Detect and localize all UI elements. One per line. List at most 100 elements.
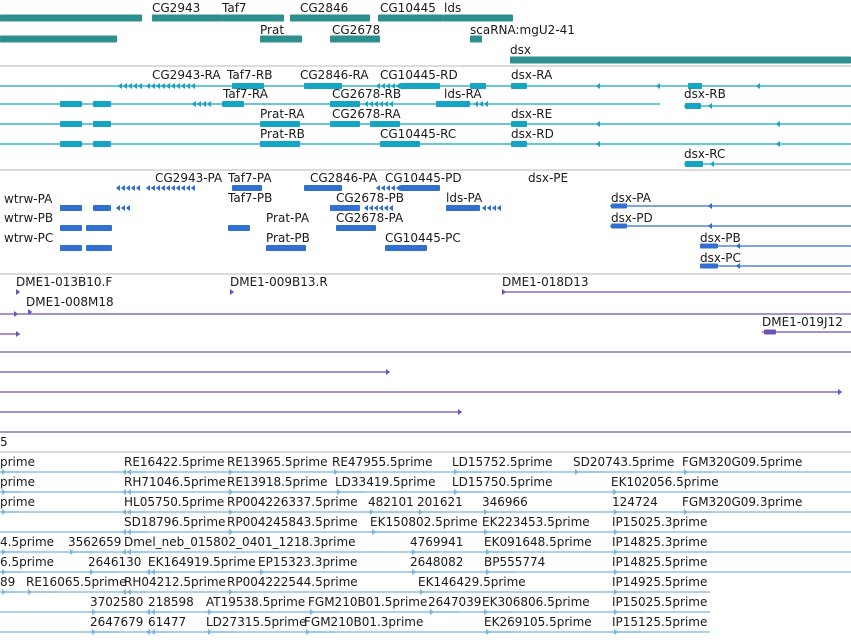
feature-box[interactable] (380, 141, 420, 147)
feature-box[interactable] (60, 225, 82, 231)
est-label: 4.5prime (0, 535, 54, 549)
strand-arrow-right (14, 311, 19, 317)
strand-arrow-right (484, 609, 489, 615)
strand-arrow-left (388, 205, 393, 211)
strand-arrow-right (838, 389, 843, 395)
feature-box[interactable] (93, 121, 111, 127)
feature-box[interactable] (86, 245, 112, 251)
feature-box[interactable] (93, 205, 111, 211)
gene-span[interactable] (290, 14, 370, 22)
gene-span[interactable] (222, 14, 284, 22)
mrna-label: CG2678-RB (332, 87, 401, 101)
feature-box[interactable] (685, 103, 701, 109)
feature-box[interactable] (304, 83, 342, 89)
strand-arrow-left (190, 83, 195, 89)
strand-arrow-left (378, 205, 383, 211)
feature-box[interactable] (60, 101, 82, 107)
protein-label: wtrw-PC (4, 231, 53, 245)
feature-box[interactable] (232, 83, 264, 89)
feature-box[interactable] (400, 83, 440, 89)
feature-box[interactable] (336, 225, 376, 231)
est-label: EK102056.5prime (611, 475, 719, 489)
feature-box[interactable] (400, 185, 440, 191)
gene-span[interactable] (510, 56, 851, 64)
feature-box[interactable] (60, 121, 82, 127)
strand-arrow-left (390, 185, 395, 191)
feature-box[interactable] (60, 205, 82, 211)
feature-box[interactable] (470, 83, 486, 89)
strand-arrow-left (395, 185, 400, 191)
est-label: 6.5prime (0, 555, 54, 569)
gene-span[interactable] (443, 14, 513, 22)
clone-label-clipped: 5 (0, 435, 8, 449)
feature-box[interactable] (222, 101, 244, 107)
strand-arrow-right (484, 509, 489, 515)
feature-box[interactable] (700, 263, 718, 269)
feature-box[interactable] (60, 245, 82, 251)
gene-label-lds: lds (444, 1, 461, 15)
feature-box[interactable] (86, 225, 112, 231)
gene-span[interactable] (0, 35, 117, 43)
feature-box[interactable] (436, 101, 470, 107)
feature-box[interactable] (304, 185, 342, 191)
strand-arrow-left (145, 185, 150, 191)
strand-arrow-left (130, 185, 135, 191)
gene-span[interactable] (260, 35, 302, 43)
protein-label: CG2678-PA (336, 211, 404, 225)
feature-box[interactable] (330, 121, 360, 127)
strand-arrow-right (229, 529, 234, 535)
strand-arrow-left (735, 263, 740, 269)
strand-arrow-left (709, 161, 714, 167)
feature-box[interactable] (764, 329, 776, 335)
gene-span[interactable] (470, 35, 482, 43)
strand-arrow-left (707, 103, 712, 109)
strand-arrow-right (420, 589, 425, 595)
feature-box[interactable] (370, 121, 400, 127)
strand-arrow-left (390, 83, 395, 89)
feature-box[interactable] (446, 205, 480, 211)
est-label: FGM210B01.5prime (308, 595, 427, 609)
feature-box[interactable] (330, 101, 360, 107)
feature-box[interactable] (511, 83, 527, 89)
feature-box[interactable] (611, 223, 627, 229)
feature-box[interactable] (385, 245, 427, 251)
strand-arrow-left (486, 205, 491, 211)
est-label: 3562659 (68, 535, 121, 549)
feature-box[interactable] (700, 243, 718, 249)
est-label: RE16422.5prime (124, 455, 225, 469)
feature-box[interactable] (260, 121, 300, 127)
protein-label: dsx-PE (528, 171, 568, 185)
mrna-label: CG10445-RC (380, 127, 456, 141)
gene-span[interactable] (378, 14, 443, 22)
est-label: prime (0, 475, 35, 489)
feature-box[interactable] (93, 101, 111, 107)
gene-span[interactable] (0, 14, 142, 22)
mrna-label: dsx-RA (511, 68, 553, 82)
feature-box[interactable] (266, 245, 306, 251)
feature-box[interactable] (93, 141, 111, 147)
feature-box[interactable] (60, 141, 82, 147)
feature-box[interactable] (511, 141, 527, 147)
feature-box[interactable] (611, 203, 627, 209)
strand-arrow-left (126, 549, 131, 555)
feature-box[interactable] (688, 83, 702, 89)
est-label: 2647679 (90, 615, 143, 629)
mrna-label: dsx-RE (511, 107, 552, 121)
strand-arrow-right (614, 509, 619, 515)
gene-span[interactable] (330, 35, 380, 43)
feature-box[interactable] (685, 161, 703, 167)
strand-arrow-left (121, 489, 126, 495)
feature-box[interactable] (232, 185, 262, 191)
est-label: RE16065.5prime (26, 575, 127, 589)
est-label: SD20743.5prime (573, 455, 674, 469)
feature-box[interactable] (228, 225, 250, 231)
strand-arrow-right (229, 509, 234, 515)
feature-box[interactable] (511, 121, 527, 127)
feature-box[interactable] (330, 205, 360, 211)
gene-span[interactable] (152, 14, 222, 22)
feature-box[interactable] (260, 141, 300, 147)
est-label: IP15025.3prime (612, 515, 707, 529)
strand-arrow-left (145, 609, 150, 615)
strand-arrow-left (368, 205, 373, 211)
protein-label: dsx-PC (700, 251, 741, 265)
